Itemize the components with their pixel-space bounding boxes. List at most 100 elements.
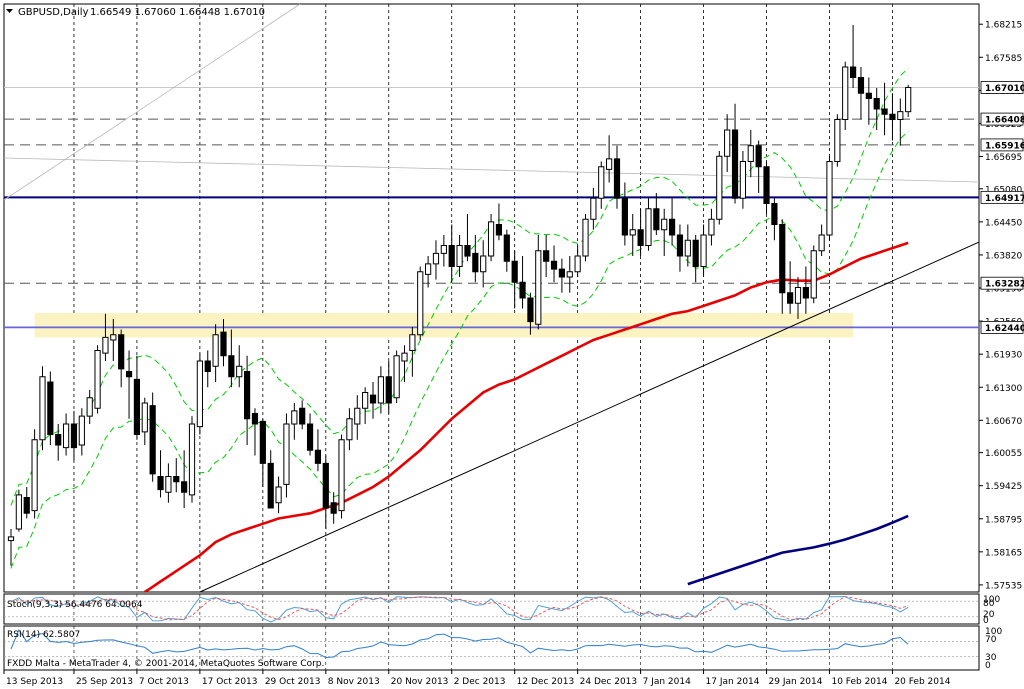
candle-bull <box>905 86 912 113</box>
price-highlight-label: 1.65916 <box>985 141 1024 151</box>
candle-bull <box>188 423 196 496</box>
price-highlight-label: 1.66408 <box>985 116 1024 126</box>
candle-bear <box>267 462 274 509</box>
price-highlight-box <box>980 190 1024 204</box>
rsi-main-line <box>10 628 909 659</box>
stoch-lines <box>4 594 979 624</box>
candle-bull <box>236 365 243 378</box>
candle-bull <box>417 271 424 336</box>
candle-bear <box>306 423 314 451</box>
candle-bear <box>857 77 865 94</box>
candle-bear <box>543 250 550 262</box>
candle-bull <box>535 250 542 325</box>
price-highlight-label: 1.63282 <box>985 280 1024 290</box>
moving-average-fast <box>144 241 909 594</box>
candle-bull <box>456 245 463 267</box>
candle-bear <box>881 108 888 115</box>
candle-bull <box>86 397 93 417</box>
candle-bull <box>834 119 841 162</box>
stoch-signal-line <box>10 596 909 621</box>
candle-bull <box>708 218 715 236</box>
price-tick-label: 1.59425 <box>985 482 1022 492</box>
candle-bear <box>259 420 266 464</box>
price-highlight-label: 1.64917 <box>985 194 1024 204</box>
candle-bear <box>70 423 78 449</box>
time-tick-label: 12 Dec 2013 <box>517 677 575 687</box>
candle-bull <box>818 234 825 252</box>
chart-ohlc-label: 1.66549 1.67060 1.66448 1.67010 <box>90 7 265 18</box>
candle-bull <box>362 392 369 409</box>
candle-bear <box>314 449 322 464</box>
price-tick-label: 1.57535 <box>985 581 1022 591</box>
price-highlight-box <box>980 112 1024 126</box>
time-tick-label: 8 Nov 2013 <box>328 677 380 687</box>
time-tick-label: 2 Dec 2013 <box>454 677 506 687</box>
trendline-line <box>199 241 980 593</box>
moving-average-slow <box>687 514 909 586</box>
candle-bear <box>668 218 676 236</box>
time-tick-label: 13 Sep 2013 <box>6 677 63 687</box>
time-tick-label: 10 Feb 2014 <box>831 677 887 687</box>
candle-bull <box>590 197 597 220</box>
candle-bull <box>606 158 613 170</box>
candle-bull <box>684 239 691 257</box>
price-tick-label: 1.64450 <box>985 218 1022 228</box>
candle-bull <box>78 415 85 446</box>
rsi-line <box>4 626 979 670</box>
candle-bull <box>165 476 172 493</box>
candle-bull <box>700 234 707 267</box>
candle-bear <box>495 224 503 236</box>
main-panel-frame <box>3 3 980 593</box>
moving-averages <box>144 241 909 594</box>
trendline-faint-horizontal <box>3 157 980 183</box>
candle-bull <box>574 255 581 273</box>
price-tick-label: 1.67585 <box>985 54 1022 64</box>
candle-bull <box>346 418 353 441</box>
candle-bull <box>338 439 345 512</box>
chart-symbol-label: GBPUSD,Daily <box>18 7 89 18</box>
chart-dropdown-icon[interactable] <box>6 9 13 13</box>
candle-bull <box>480 255 487 273</box>
candle-bull <box>110 334 117 341</box>
candle-bull <box>724 129 731 157</box>
time-tick-label: 25 Sep 2013 <box>76 677 133 687</box>
rsi-panel-frame <box>3 625 980 671</box>
candle-bull <box>629 229 636 236</box>
candle-bull <box>826 161 833 236</box>
time-tick-label: 7 Jan 2014 <box>643 677 691 687</box>
candle-bear <box>228 355 235 378</box>
candle-bear <box>157 476 164 491</box>
candle-bull <box>716 155 723 220</box>
candle-bear <box>330 502 337 514</box>
candle-bull <box>598 166 605 199</box>
price-highlight-box <box>980 81 1024 94</box>
rsi-scale-70: 70 <box>985 635 997 645</box>
candle-bear <box>653 208 660 231</box>
candle-bear <box>637 229 644 246</box>
candle-bear <box>755 145 762 168</box>
candle-bear <box>802 287 809 299</box>
candle-bear <box>873 98 880 110</box>
candle-bear <box>621 197 628 236</box>
candle-bear <box>503 234 510 262</box>
candle-bull <box>102 336 109 354</box>
candle-bear <box>55 434 62 446</box>
candle-bull <box>661 218 668 231</box>
candle-bull <box>425 263 432 275</box>
stoch-scale-20: 20 <box>983 610 995 620</box>
candle-bull <box>409 334 416 351</box>
candle-bear <box>550 260 558 270</box>
time-tick-label: 20 Nov 2013 <box>391 677 449 687</box>
candle-bear <box>519 281 526 299</box>
candle-bull <box>291 410 298 425</box>
candle-bull <box>15 494 22 530</box>
envelope-lower <box>10 130 909 569</box>
stoch-panel-frame <box>3 593 980 625</box>
candles <box>7 25 912 566</box>
candle-bear <box>527 297 534 323</box>
candle-bull <box>94 350 101 409</box>
candle-bull <box>401 352 408 362</box>
candle-bear <box>23 497 30 514</box>
candle-bear <box>558 268 565 278</box>
